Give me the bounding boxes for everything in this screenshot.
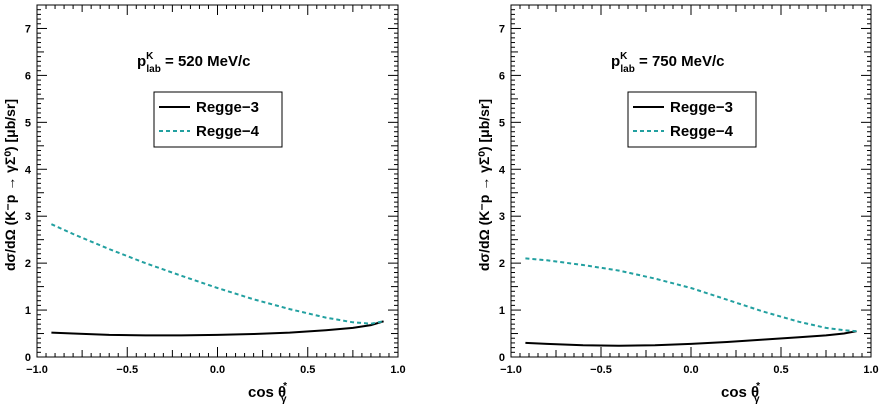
x-tick-label: 0.0	[210, 364, 225, 376]
y-tick-label: 4	[25, 164, 32, 176]
y-tick-label: 7	[499, 23, 505, 35]
x-tick-label: −0.5	[116, 364, 138, 376]
momentum-annotation: pK lab = 750 MeV/c	[611, 51, 725, 75]
y-tick-label: 1	[499, 305, 505, 317]
x-tick-label: 0.5	[300, 364, 315, 376]
x-tick-label: −1.0	[26, 364, 48, 376]
y-tick-label: 2	[499, 258, 505, 270]
x-tick-label: −1.0	[500, 364, 522, 376]
x-tick-label: 1.0	[863, 364, 878, 376]
x-tick-label: 1.0	[390, 364, 405, 376]
y-tick-label: 4	[499, 164, 506, 176]
y-tick-label: 7	[25, 23, 31, 35]
momentum-annotation: pK lab = 520 MeV/c	[137, 51, 251, 75]
y-tick-label: 2	[25, 258, 31, 270]
x-tick-label: −0.5	[590, 364, 612, 376]
legend-label: Regge−3	[196, 99, 259, 116]
series-line-2	[525, 257, 857, 333]
y-tick-label: 3	[25, 211, 31, 223]
legend-box	[627, 91, 757, 148]
y-tick-label: 6	[25, 70, 31, 82]
legend-box	[153, 91, 283, 148]
series-line-1	[525, 330, 857, 347]
y-tick-label: 6	[499, 70, 505, 82]
legend-label: Regge−4	[670, 123, 734, 140]
series-line-1	[51, 320, 384, 337]
y-tick-label: 5	[25, 117, 31, 129]
y-tick-label: 0	[25, 352, 31, 364]
y-axis-title: dσ/dΩ (K⁻p → γΣ⁰) [μb/sr]	[2, 99, 18, 271]
y-tick-label: 1	[25, 305, 31, 317]
x-tick-label: 0.5	[773, 364, 788, 376]
x-axis-title: cos θ* γ	[721, 381, 760, 405]
x-tick-label: 0.0	[683, 364, 698, 376]
chart-panel-1: −1.0 −0.5 0.0 0.5 1.0 0 1 2 3 4 5 6 7 cos θ* γ dσ/dΩ (K…	[2, 4, 406, 405]
y-tick-label: 5	[499, 117, 505, 129]
y-tick-label: 3	[499, 211, 505, 223]
x-axis-title: cos θ* γ	[248, 381, 287, 405]
series-line-2	[50, 223, 384, 325]
legend-label: Regge−4	[196, 123, 260, 140]
chart-panel-2: −1.0 −0.5 0.0 0.5 1.0 0 1 2 3 4 5 6 7 cos θ* γ dσ/dΩ (K…	[476, 4, 879, 405]
legend-label: Regge−3	[670, 99, 733, 116]
y-axis-title: dσ/dΩ (K⁻p → γΣ⁰) [μb/sr]	[476, 99, 492, 271]
y-tick-label: 0	[499, 352, 505, 364]
